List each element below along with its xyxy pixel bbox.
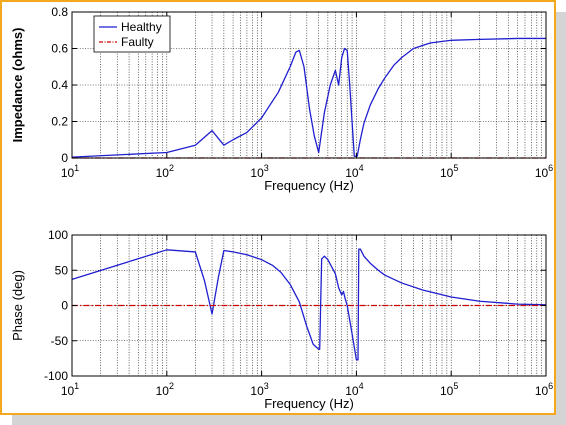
y-tick-label: 0 — [61, 151, 68, 165]
y-tick-label: 0.8 — [51, 5, 68, 19]
y-axis-label: Impedance (ohms) — [10, 28, 25, 143]
y-tick-label: 0 — [61, 299, 68, 313]
x-tick-label: 106 — [535, 163, 553, 180]
y-axis-label: Phase (deg) — [10, 270, 25, 341]
y-tick-label: -50 — [51, 334, 69, 348]
y-tick-label: 0.2 — [51, 115, 68, 129]
x-tick-label: 106 — [535, 381, 553, 398]
y-tick-label: -100 — [44, 369, 68, 383]
x-axis-label: Frequency (Hz) — [264, 178, 354, 193]
chart-1: 101 102 103 104 105 10600.20.40.60.8Frequency… — [10, 5, 553, 193]
x-tick-label: 101 — [61, 381, 79, 398]
x-tick-label: 105 — [440, 381, 458, 398]
legend-label-faulty: Faulty — [121, 35, 154, 49]
x-axis-label: Frequency (Hz) — [264, 396, 354, 411]
y-tick-label: 100 — [48, 228, 68, 242]
chart-2: 101 102 103 104 105 106-100-50050100Frequency… — [10, 228, 553, 411]
y-tick-label: 50 — [55, 263, 69, 277]
x-tick-label: 102 — [156, 163, 174, 180]
x-tick-label: 105 — [440, 163, 458, 180]
legend-label-healthy: Healthy — [121, 20, 162, 34]
x-tick-label: 102 — [156, 381, 174, 398]
y-tick-label: 0.4 — [51, 78, 68, 92]
y-tick-label: 0.6 — [51, 42, 68, 56]
x-tick-label: 101 — [61, 163, 79, 180]
